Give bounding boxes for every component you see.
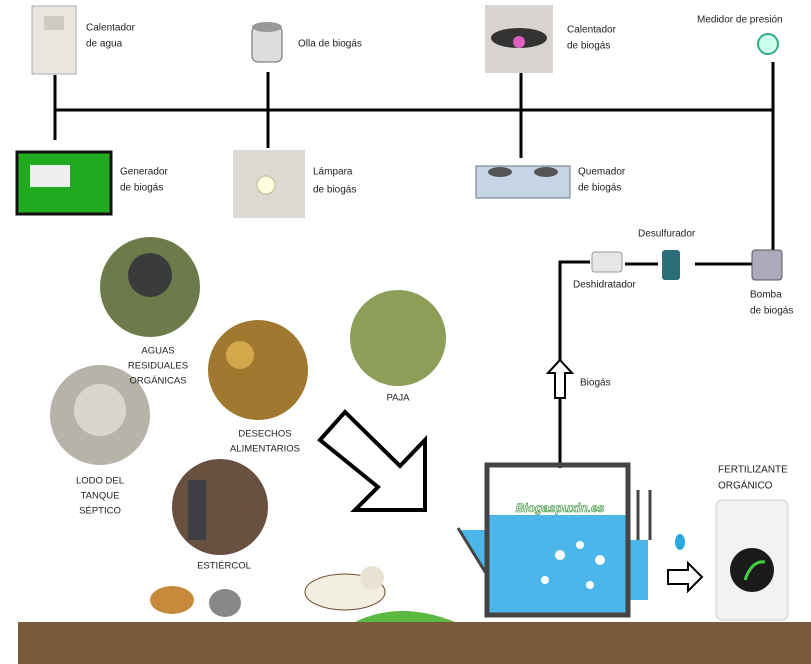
appliance-label: de biogás: [120, 183, 163, 194]
output-label: FERTILIZANTE: [718, 465, 788, 476]
flow-label: Biogás: [580, 378, 611, 389]
appliance-label: de biogás: [313, 185, 356, 196]
diagram: Calentador de agua Olla de biogás Calent…: [0, 0, 811, 664]
appliance-label: Lámpara: [313, 167, 353, 178]
input-label: PAJA: [386, 393, 410, 404]
ground: [18, 622, 811, 664]
component-label: Deshidratador: [573, 280, 636, 291]
appliance-label: Calentador: [86, 23, 136, 34]
animals: [150, 566, 455, 622]
component-label: de biogás: [750, 306, 793, 317]
appliance-label: Medidor de presión: [697, 15, 783, 26]
appliance-label: de biogás: [567, 41, 610, 52]
input-label: ORGÁNICAS: [129, 376, 186, 387]
watermark: Biogaspuxin.es: [516, 501, 605, 515]
input-label: ESTIÉRCOL: [197, 561, 251, 572]
digester: [458, 465, 685, 615]
appliance-label: Quemador: [578, 167, 626, 178]
input-label: DESECHOS: [238, 429, 291, 440]
appliance-label: de biogás: [578, 183, 621, 194]
flow-arrow: [548, 360, 572, 398]
page: Calentador de agua Olla de biogás Calent…: [0, 0, 811, 664]
output-arrow: [668, 563, 702, 591]
appliance-label: Calentador: [567, 25, 617, 36]
input-label: SÉPTICO: [79, 506, 121, 517]
appliance-label: Olla de biogás: [298, 39, 362, 50]
input-label: AGUAS: [141, 346, 174, 357]
component-label: Bomba: [750, 290, 782, 301]
feed-arrow: [320, 412, 425, 510]
input-label: ALIMENTARIOS: [230, 444, 300, 455]
input-label: TANQUE: [81, 491, 120, 502]
component-label: Desulfurador: [638, 229, 696, 240]
output-label: ORGÁNICO: [718, 479, 773, 492]
appliance-label: de agua: [86, 39, 123, 50]
appliance-label: Generador: [120, 167, 168, 178]
input-label: LODO DEL: [76, 476, 124, 487]
fertilizer-bag: [716, 500, 788, 620]
input-label: RESIDUALES: [128, 361, 188, 372]
